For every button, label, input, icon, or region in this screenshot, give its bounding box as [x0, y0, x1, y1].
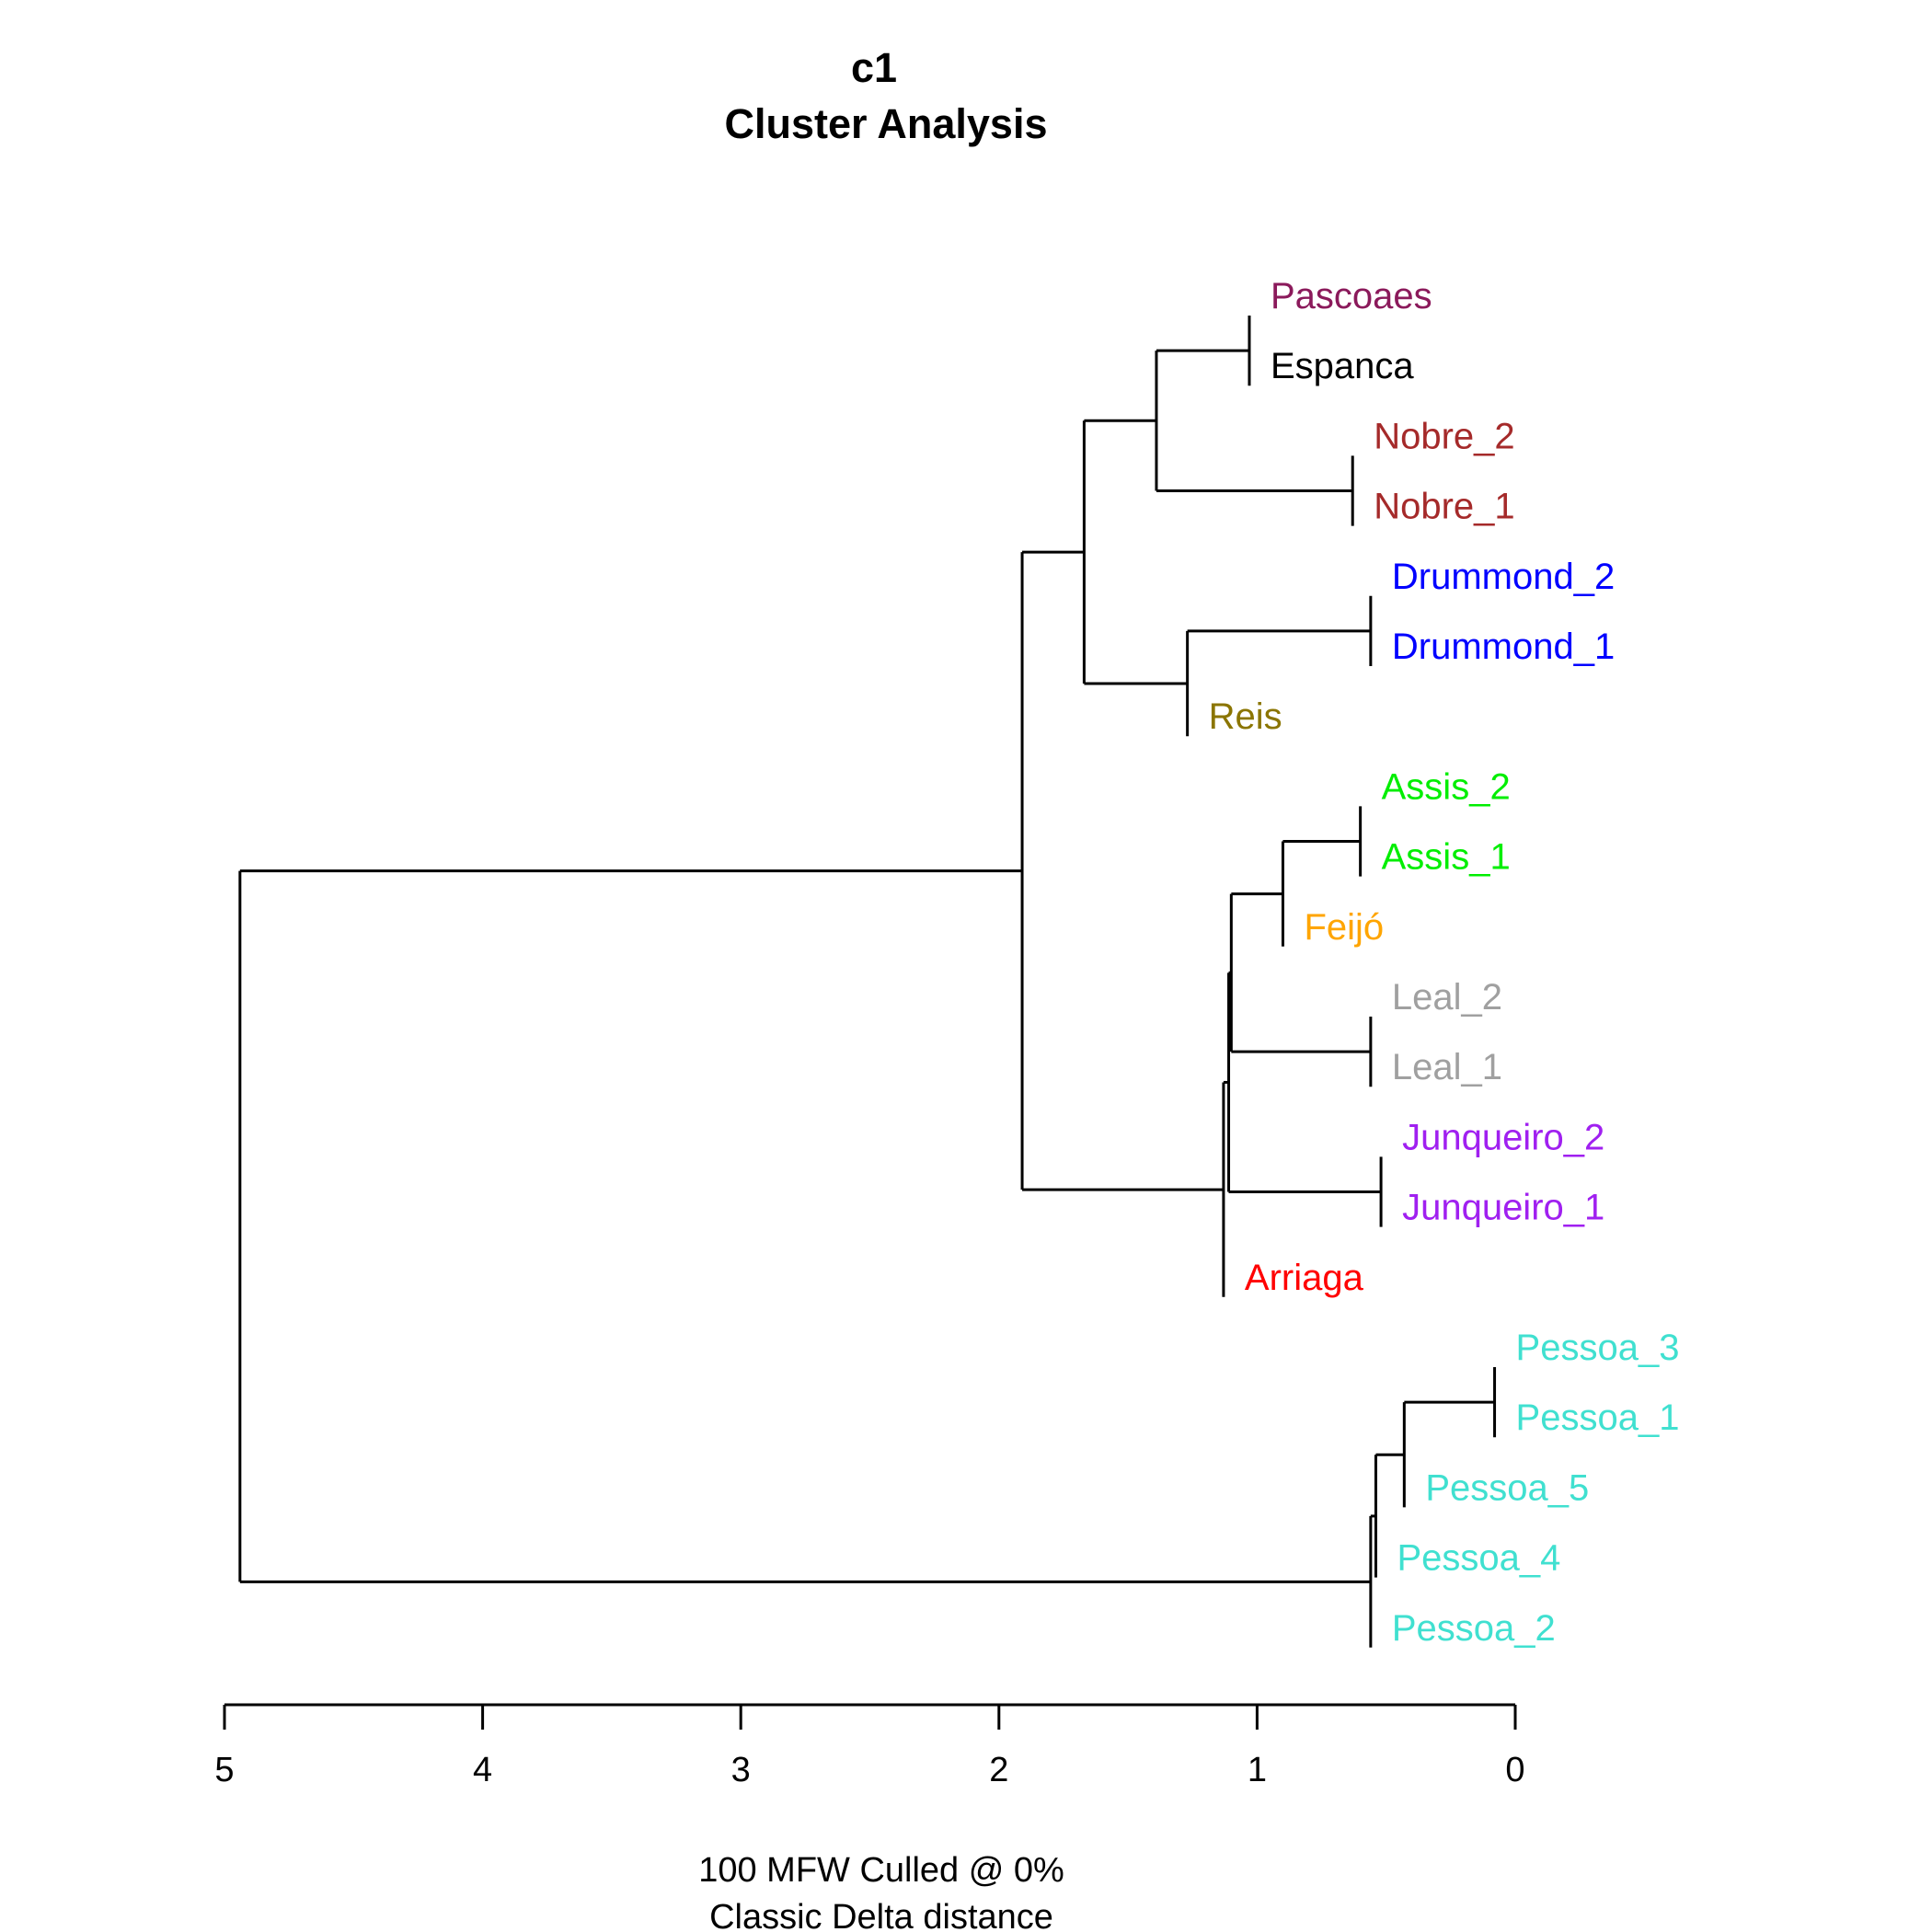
- leaf-label-pessoa-2: Pessoa_2: [1392, 1608, 1556, 1649]
- leaf-label-assis-1: Assis_1: [1382, 837, 1511, 878]
- leaf-label-pessoa-5: Pessoa_5: [1425, 1467, 1589, 1508]
- leaf-label-reis: Reis: [1209, 696, 1282, 737]
- leaf-label-leal-2: Leal_2: [1392, 977, 1502, 1018]
- leaf-label-espanca: Espanca: [1271, 346, 1414, 386]
- leaf-label-nobre-2: Nobre_2: [1374, 416, 1514, 456]
- x-tick-label-2: 2: [989, 1751, 1008, 1789]
- leaf-label-drummond-1: Drummond_1: [1392, 627, 1615, 667]
- leaf-label-drummond-2: Drummond_2: [1392, 557, 1615, 597]
- x-axis-label-line2: Classic Delta distance: [709, 1898, 1053, 1932]
- x-axis-label-line1: 100 MFW Culled @ 0%: [698, 1851, 1064, 1890]
- leaf-label-nobre-1: Nobre_1: [1374, 487, 1514, 527]
- leaf-label-pessoa-4: Pessoa_4: [1397, 1538, 1560, 1579]
- leaf-label-junqueiro-1: Junqueiro_1: [1402, 1188, 1604, 1228]
- x-tick-label-3: 3: [731, 1751, 751, 1789]
- leaf-labels: Pascoaes Espanca Nobre_2 Nobre_1 Drummond_2 D…: [1209, 276, 1680, 1649]
- leaf-label-assis-2: Assis_2: [1382, 766, 1511, 807]
- x-axis: 5 4 3 2 1 0: [214, 1703, 1525, 1789]
- x-tick-label-1: 1: [1248, 1751, 1267, 1789]
- x-tick-label-5: 5: [214, 1751, 234, 1789]
- leaf-label-leal-1: Leal_1: [1392, 1047, 1502, 1087]
- leaf-label-arriaga: Arriaga: [1245, 1258, 1364, 1298]
- leaf-label-pascoaes: Pascoaes: [1271, 276, 1432, 316]
- chart-title: c1: [851, 44, 897, 91]
- x-tick-label-4: 4: [473, 1751, 492, 1789]
- chart-subtitle: Cluster Analysis: [725, 100, 1048, 147]
- leaf-label-feijo: Feijó: [1304, 907, 1384, 948]
- leaf-label-pessoa-1: Pessoa_1: [1516, 1397, 1680, 1438]
- leaf-label-junqueiro-2: Junqueiro_2: [1402, 1117, 1604, 1157]
- dendrogram-branches: [238, 316, 1497, 1648]
- x-tick-label-0: 0: [1505, 1751, 1524, 1789]
- leaf-label-pessoa-3: Pessoa_3: [1516, 1328, 1680, 1368]
